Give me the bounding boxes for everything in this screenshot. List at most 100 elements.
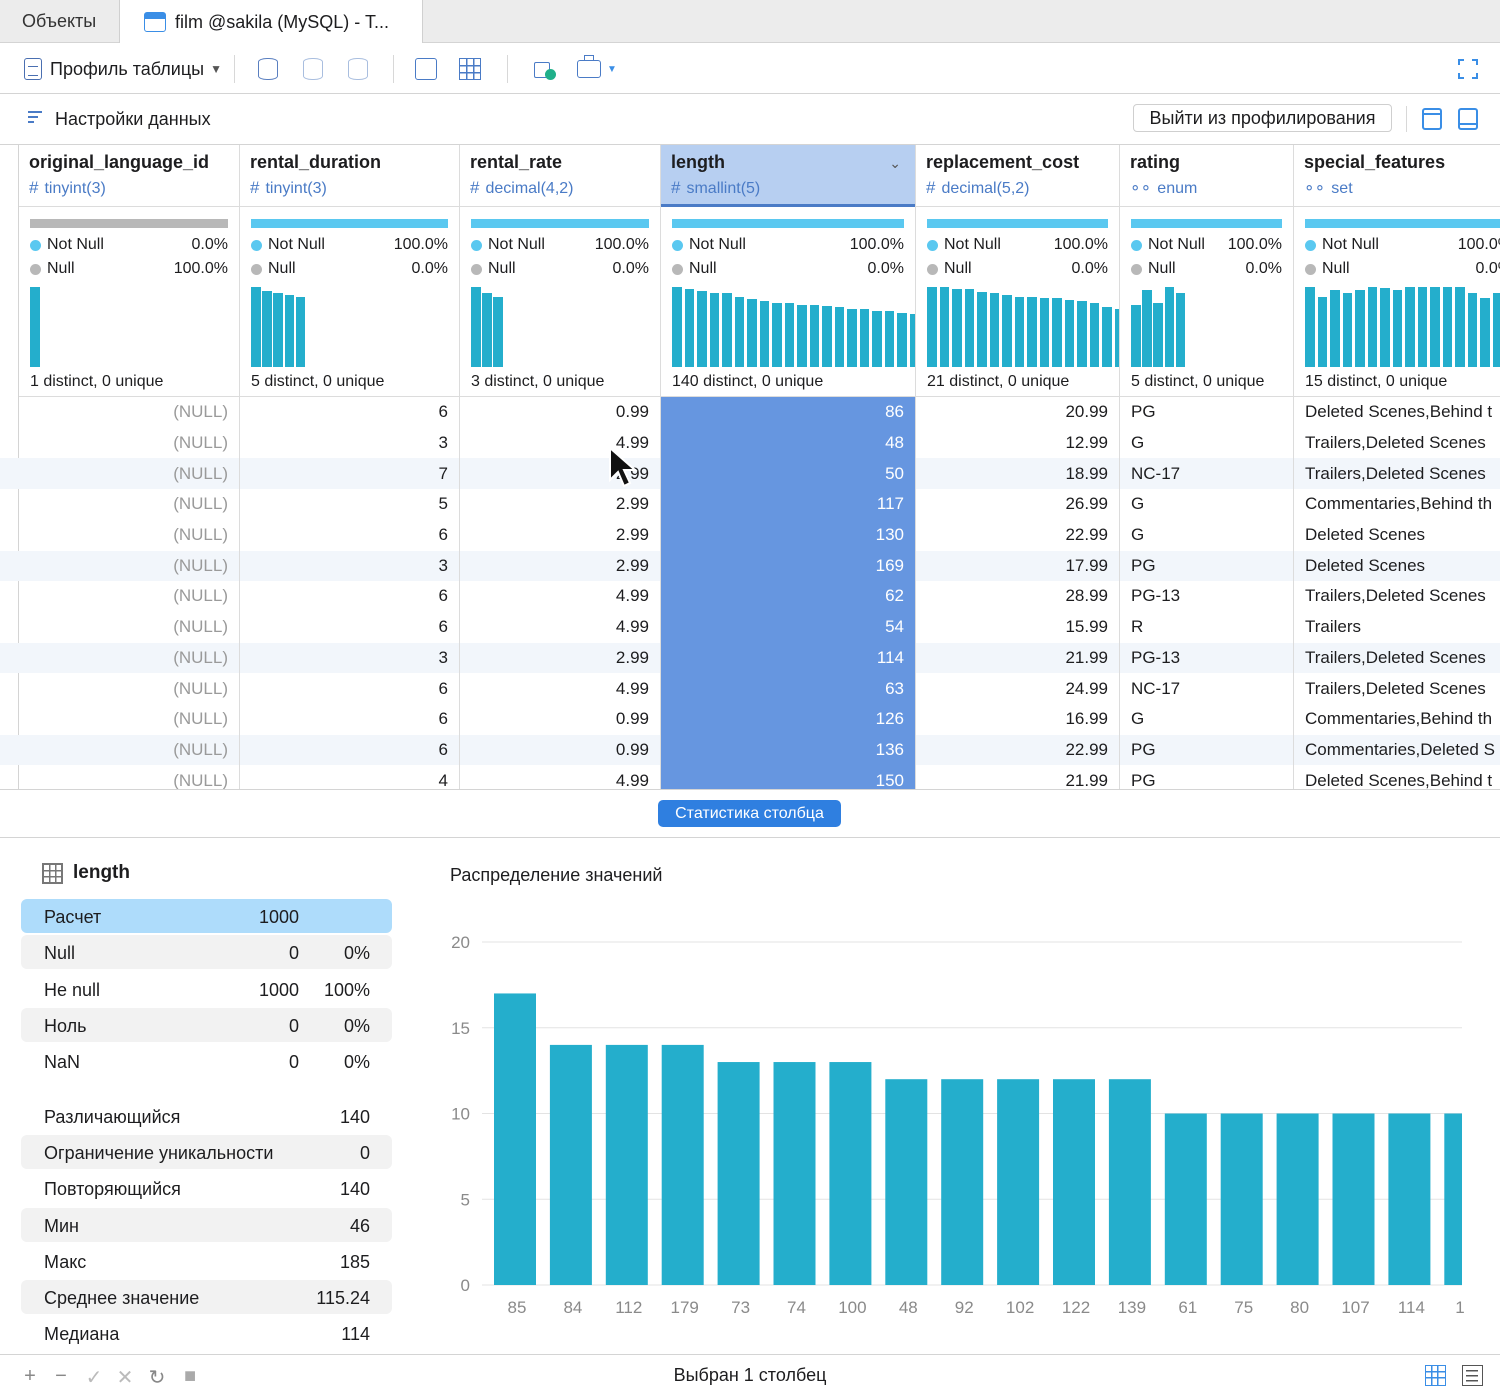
table-cell[interactable]: (NULL) — [173, 739, 228, 759]
table-cell[interactable]: 136 — [875, 739, 904, 759]
table-cell[interactable]: 16.99 — [1065, 709, 1108, 729]
table-cell[interactable]: 20.99 — [1065, 402, 1108, 422]
edit-button[interactable] — [415, 55, 437, 83]
table-cell[interactable]: (NULL) — [173, 709, 228, 729]
table-cell[interactable]: 6 — [438, 739, 448, 759]
refresh-icon[interactable]: ↻ — [148, 1367, 166, 1389]
table-cell[interactable]: 130 — [875, 525, 904, 545]
table-cell[interactable]: (NULL) — [173, 463, 228, 483]
table-cell[interactable]: 6 — [438, 678, 448, 698]
column-header[interactable]: rental_duration # tinyint(3) — [240, 145, 459, 207]
column-original_language_id[interactable]: original_language_id # tinyint(3) Not Null 0… — [19, 145, 240, 789]
table-cell[interactable]: 4.99 — [615, 678, 649, 698]
table-cell[interactable]: 63 — [885, 678, 904, 698]
table-cell[interactable]: 2.99 — [615, 525, 649, 545]
stats-row[interactable]: Различающийся 140 — [21, 1099, 392, 1133]
table-cell[interactable]: PG — [1131, 770, 1156, 790]
table-cell[interactable]: Commentaries,Deleted S — [1305, 739, 1495, 759]
stats-row[interactable]: Повторяющийся 140 — [21, 1171, 392, 1205]
table-cell[interactable]: 54 — [885, 617, 904, 637]
column-special_features[interactable]: special_features ∘∘ set Not Null100.0%Null0… — [1294, 145, 1500, 790]
db-refresh-button[interactable] — [348, 55, 368, 83]
table-cell[interactable]: 7 — [438, 463, 448, 483]
table-cell[interactable]: Trailers,Deleted Scenes — [1305, 586, 1486, 606]
data-settings-label[interactable]: Настройки данных — [55, 109, 211, 129]
bar-100[interactable] — [829, 1062, 872, 1285]
bar-75[interactable] — [1220, 1113, 1263, 1286]
table-cell[interactable]: (NULL) — [173, 525, 228, 545]
remove-row-icon[interactable]: − — [55, 1365, 67, 1387]
table-cell[interactable]: (NULL) — [173, 494, 228, 514]
bar-114[interactable] — [1388, 1113, 1431, 1286]
table-cell[interactable]: Trailers,Deleted Scenes — [1305, 463, 1486, 483]
fullscreen-button[interactable] — [1458, 55, 1478, 83]
table-cell[interactable]: (NULL) — [173, 617, 228, 637]
stop-icon[interactable]: ■ — [183, 1365, 197, 1387]
table-cell[interactable]: 6 — [438, 402, 448, 422]
table-cell[interactable]: (NULL) — [173, 433, 228, 453]
form-view-icon[interactable] — [1462, 1365, 1483, 1386]
tab-objects[interactable]: Объекты — [0, 0, 120, 43]
table-cell[interactable]: G — [1131, 433, 1145, 453]
stats-row[interactable]: Не null 1000 100% — [21, 972, 392, 1006]
stats-row[interactable]: Макс 185 — [21, 1244, 392, 1278]
bar-74[interactable] — [773, 1062, 816, 1285]
table-cell[interactable]: G — [1131, 709, 1145, 729]
table-cell[interactable]: 22.99 — [1065, 525, 1108, 545]
bar-73[interactable] — [717, 1062, 760, 1285]
table-cell[interactable]: 6 — [438, 617, 448, 637]
table-cell[interactable]: G — [1131, 525, 1145, 545]
table-cell[interactable]: 24.99 — [1065, 678, 1108, 698]
data-settings-icon[interactable] — [24, 107, 44, 127]
table-cell[interactable]: 21.99 — [1065, 647, 1108, 667]
table-cell[interactable]: 4.99 — [615, 617, 649, 637]
table-cell[interactable]: 3 — [438, 647, 448, 667]
bar-48[interactable] — [885, 1079, 928, 1285]
bottom-panel-view-icon[interactable] — [1458, 108, 1478, 130]
table-cell[interactable]: 4.99 — [615, 586, 649, 606]
table-cell[interactable]: G — [1131, 494, 1145, 514]
table-cell[interactable]: NC-17 — [1131, 463, 1181, 483]
table-cell[interactable]: 2.99 — [615, 494, 649, 514]
table-cell[interactable]: 15.99 — [1065, 617, 1108, 637]
run-db-button[interactable] — [258, 55, 278, 83]
table-profile-dropdown[interactable]: Профиль таблицы ▼ — [24, 55, 222, 83]
stats-row[interactable]: Ограничение уникальности 0 — [21, 1135, 392, 1170]
column-header[interactable]: rating ∘∘ enum — [1120, 145, 1293, 207]
table-cell[interactable]: PG — [1131, 402, 1156, 422]
bar-107[interactable] — [1332, 1113, 1375, 1286]
bar-61[interactable] — [1164, 1113, 1207, 1286]
table-cell[interactable]: 3 — [438, 433, 448, 453]
grid-view-button[interactable] — [459, 55, 481, 83]
table-cell[interactable]: 50 — [885, 463, 904, 483]
column-rating[interactable]: rating ∘∘ enum Not Null 100.0% Null 0.0% 5 dist… — [1120, 145, 1294, 790]
table-cell[interactable]: Deleted Scenes — [1305, 555, 1426, 575]
table-cell[interactable]: (NULL) — [173, 586, 228, 606]
table-cell[interactable]: Trailers,Deleted Scenes — [1305, 647, 1486, 667]
table-cell[interactable]: 62 — [885, 586, 904, 606]
table-cell[interactable]: Deleted Scenes,Behind t — [1305, 770, 1493, 790]
column-rental_duration[interactable]: rental_duration # tinyint(3) Not Null 100.0%… — [240, 145, 460, 789]
table-cell[interactable]: 3 — [438, 555, 448, 575]
table-cell[interactable]: 117 — [876, 494, 904, 514]
stats-row[interactable]: Медиана 114 — [21, 1316, 392, 1350]
add-row-icon[interactable]: + — [24, 1365, 36, 1387]
table-cell[interactable]: 0.99 — [615, 402, 649, 422]
table-cell[interactable]: 21.99 — [1065, 770, 1108, 790]
table-cell[interactable]: 114 — [876, 647, 904, 667]
bar-122[interactable] — [1053, 1079, 1095, 1285]
table-cell[interactable]: PG-13 — [1131, 647, 1181, 667]
stats-row[interactable]: Ноль 0 0% — [21, 1007, 392, 1042]
table-cell[interactable]: 6 — [438, 709, 448, 729]
column-header[interactable]: original_language_id # tinyint(3) — [19, 145, 239, 207]
apply-icon[interactable]: ✓ — [85, 1367, 103, 1389]
table-cell[interactable]: 4.99 — [615, 770, 649, 790]
table-cell[interactable]: 0.99 — [615, 709, 649, 729]
bar-112[interactable] — [605, 1044, 648, 1285]
bar-139[interactable] — [1108, 1079, 1151, 1285]
table-cell[interactable]: 2.99 — [615, 555, 649, 575]
table-cell[interactable]: NC-17 — [1131, 678, 1181, 698]
table-cell[interactable]: Trailers,Deleted Scenes — [1305, 433, 1486, 453]
exit-profiling-button[interactable]: Выйти из профилирования — [1133, 104, 1392, 132]
table-cell[interactable]: Trailers,Deleted Scenes — [1305, 678, 1486, 698]
